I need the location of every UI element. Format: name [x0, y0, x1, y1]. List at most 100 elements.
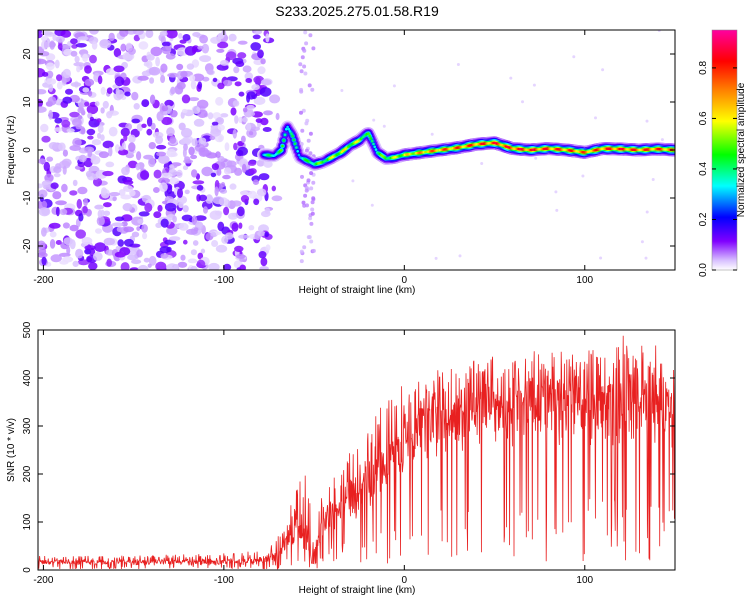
noise-blob [108, 126, 118, 137]
noise-blob [59, 260, 69, 265]
colorbar-tick-label: 0.6 [698, 111, 709, 125]
noise-blob [49, 40, 55, 50]
noise-blob [164, 202, 177, 212]
noise-blob [86, 256, 93, 263]
noise-blob [259, 266, 269, 270]
noise-blob [100, 107, 105, 114]
noise-blob [303, 71, 308, 76]
noise-blob [156, 144, 167, 150]
noise-blob [242, 65, 252, 73]
noise-blob [231, 222, 239, 232]
noise-blob [55, 206, 60, 217]
noise-blob [136, 151, 142, 161]
noise-blob [137, 75, 149, 81]
y-tick-label: 10 [22, 96, 33, 108]
noise-blob [209, 210, 222, 220]
noise-blob [103, 202, 112, 208]
noise-blob [54, 59, 60, 69]
noise-blob [306, 138, 311, 143]
noise-blob [182, 34, 191, 41]
noise-blob [142, 232, 148, 240]
noise-blob [78, 154, 87, 163]
noise-blob [651, 178, 655, 181]
noise-blob [190, 154, 198, 160]
noise-blob [73, 62, 85, 67]
noise-blob [133, 34, 141, 42]
y-tick-label: 500 [22, 321, 33, 338]
noise-blob [581, 174, 585, 178]
noise-blob [105, 161, 115, 168]
noise-blob [253, 198, 260, 206]
noise-blob [263, 110, 273, 116]
noise-blob [235, 61, 245, 67]
noise-blob [458, 254, 462, 258]
noise-blob [192, 32, 201, 37]
noise-blob [246, 91, 256, 100]
noise-blob [231, 200, 242, 207]
noise-blob [247, 160, 257, 166]
noise-blob [299, 89, 304, 94]
noise-blob [84, 65, 92, 74]
noise-blob [122, 203, 133, 212]
noise-blob [141, 224, 148, 233]
noise-blob [94, 101, 100, 107]
noise-blob [248, 168, 257, 175]
noise-blob [123, 226, 135, 233]
noise-blob [167, 72, 179, 78]
noise-blob [209, 135, 216, 141]
noise-blob [62, 222, 70, 229]
noise-blob [246, 122, 252, 132]
noise-blob [298, 62, 303, 67]
noise-blob [180, 111, 185, 119]
frequency-track-point [374, 148, 378, 151]
noise-blob [242, 107, 248, 113]
noise-blob [106, 258, 112, 267]
noise-blob [311, 248, 316, 253]
noise-blob [118, 149, 129, 156]
noise-blob [168, 177, 180, 185]
noise-blob [258, 251, 267, 259]
noise-blob [309, 171, 314, 176]
noise-blob [191, 169, 198, 178]
noise-blob [236, 206, 245, 217]
noise-blob [69, 111, 80, 118]
noise-blob [196, 259, 206, 268]
noise-blob [76, 65, 81, 73]
noise-blob [264, 207, 271, 215]
noise-blob [58, 160, 71, 169]
noise-blob [123, 238, 134, 247]
noise-blob [207, 112, 214, 120]
noise-blob [128, 142, 136, 152]
noise-blob [38, 30, 43, 39]
noise-blob [166, 127, 175, 137]
x-tick-label: -100 [214, 275, 234, 286]
noise-blob [258, 173, 270, 181]
noise-blob [572, 55, 576, 59]
noise-blob [177, 261, 188, 268]
noise-blob [124, 91, 131, 97]
noise-blob [227, 212, 238, 220]
noise-blob [186, 228, 198, 235]
noise-blob [242, 117, 248, 123]
noise-blob [102, 140, 114, 149]
noise-blob [136, 226, 141, 232]
noise-blob [69, 239, 76, 250]
noise-blob [72, 260, 79, 267]
snr-frame [37, 329, 676, 571]
noise-blob [155, 56, 161, 67]
noise-blob [160, 63, 168, 73]
noise-blob [271, 185, 276, 192]
noise-blob [46, 156, 54, 162]
noise-blob [211, 121, 219, 126]
noise-blob [216, 168, 222, 176]
noise-blob [217, 124, 225, 131]
noise-blob [91, 41, 98, 50]
noise-blob [49, 239, 56, 249]
noise-blob [222, 174, 231, 180]
noise-blob [309, 239, 314, 244]
noise-blob [76, 198, 83, 209]
noise-blob [133, 103, 140, 110]
noise-blob [169, 136, 177, 144]
noise-blob [150, 46, 163, 57]
noise-blob [94, 204, 104, 210]
